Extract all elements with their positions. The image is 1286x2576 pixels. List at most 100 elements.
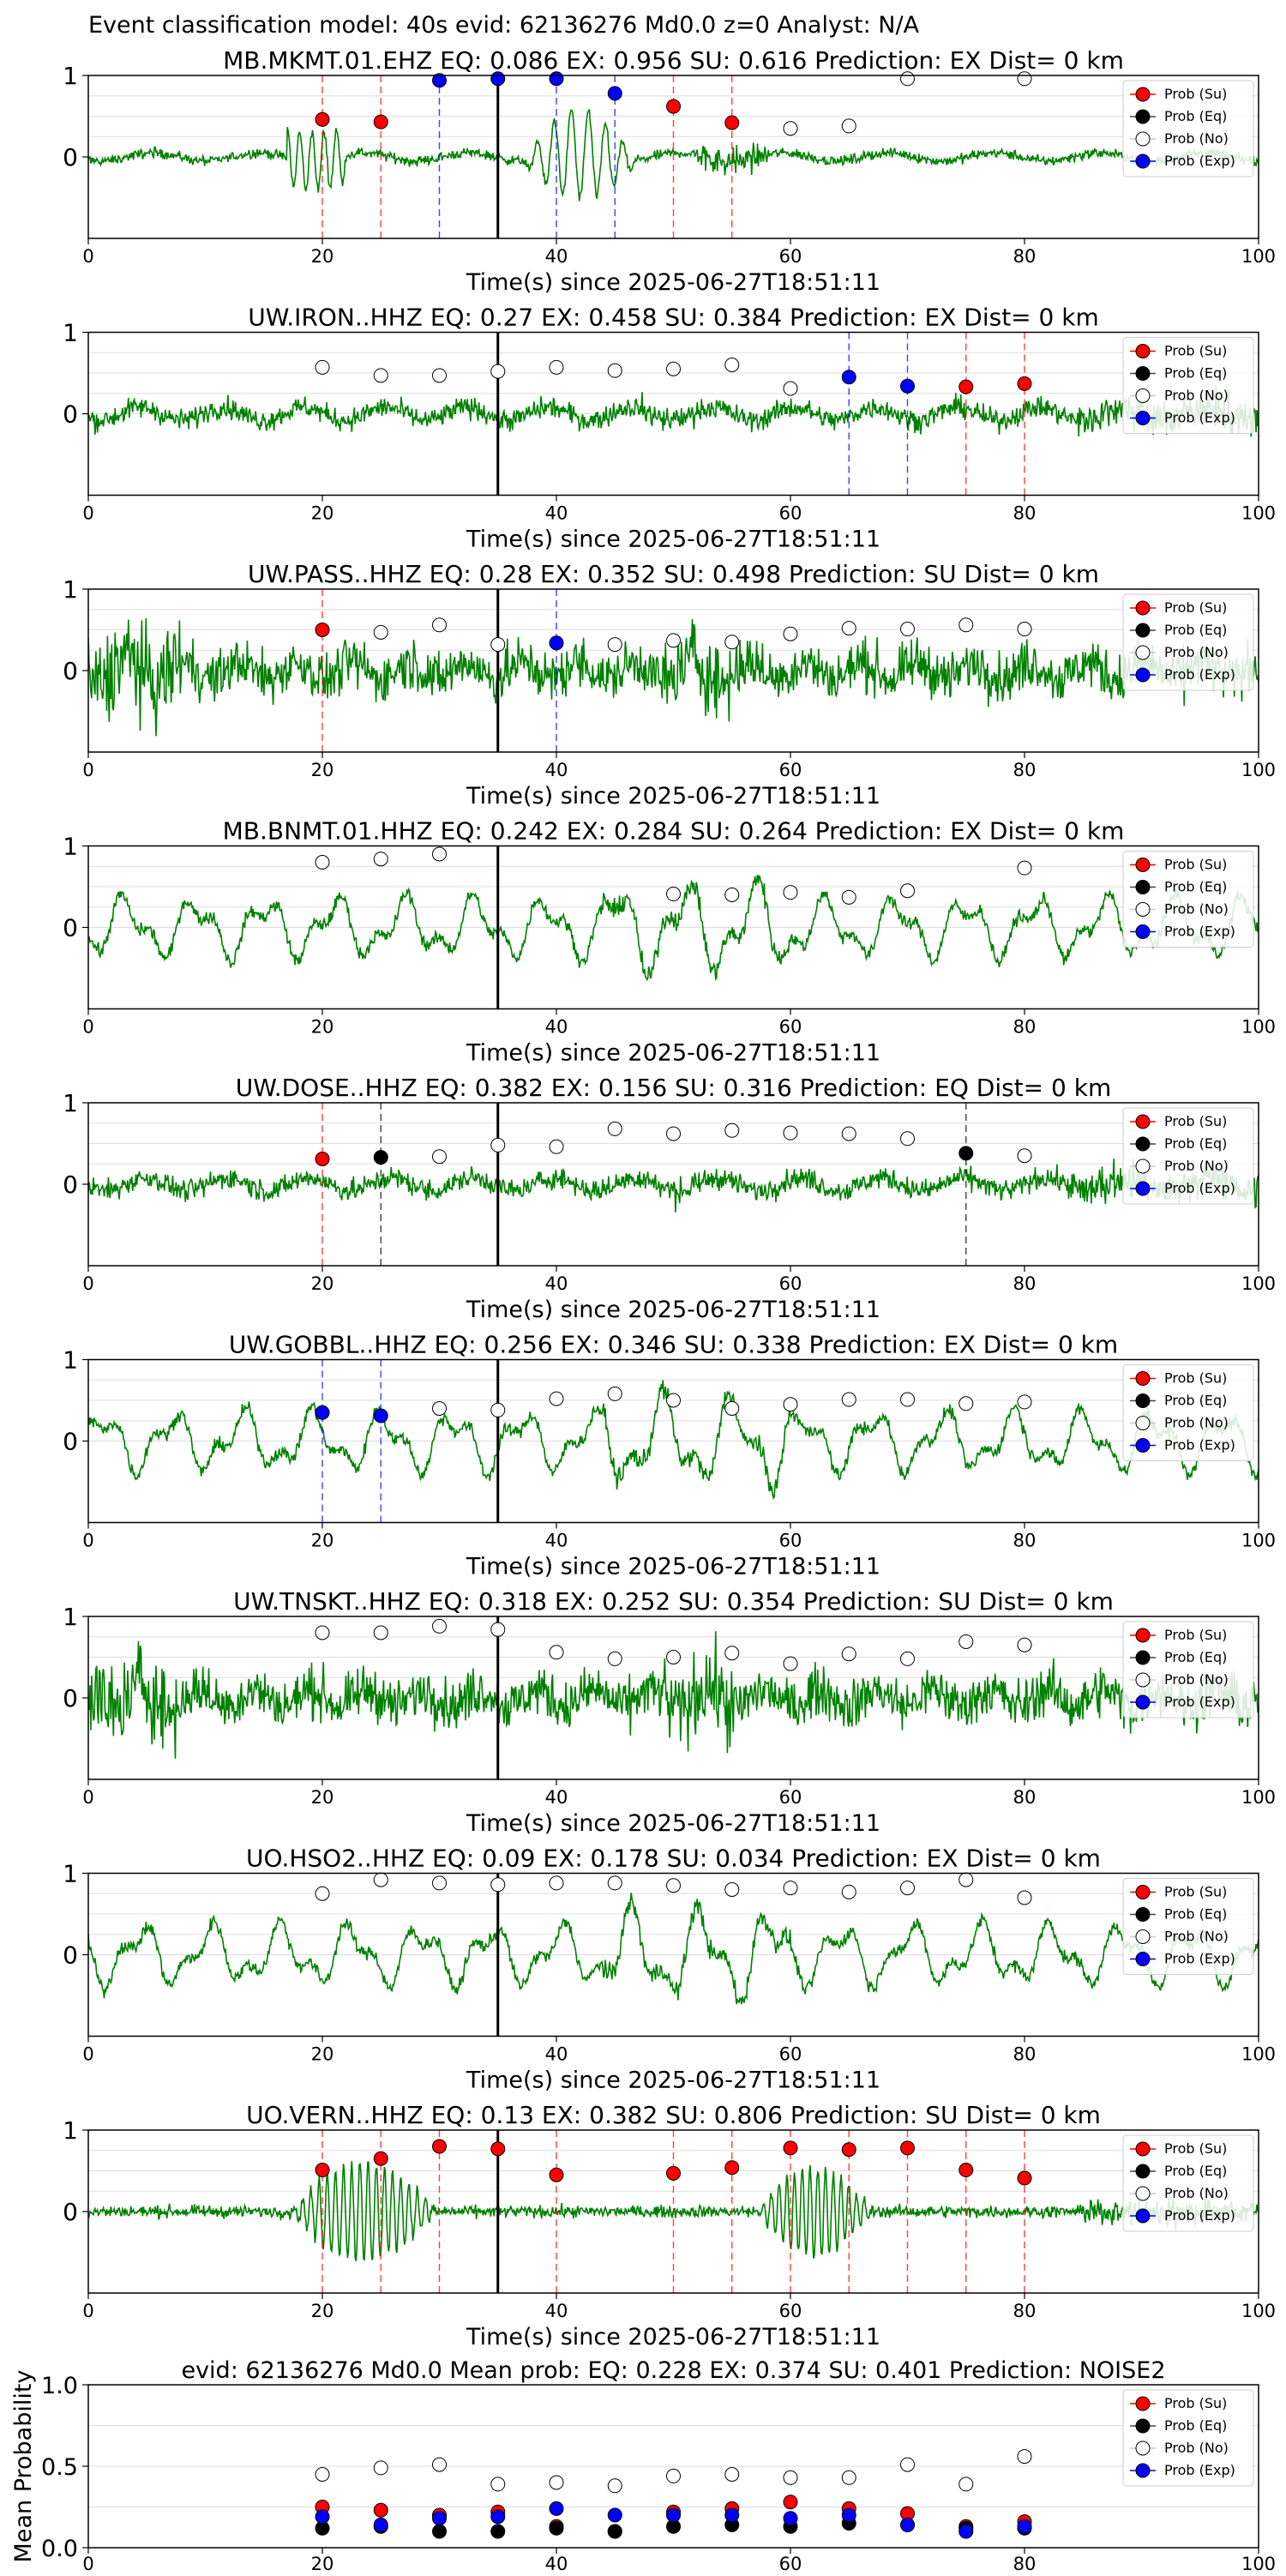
prob-marker-no [724,358,740,372]
mean-prob-marker-no [724,2467,740,2482]
y-tick-label: 0 [63,1171,78,1199]
x-axis-label: Time(s) since 2025-06-27T18:51:11 [466,1554,880,1580]
x-tick-label: 60 [779,2301,802,2321]
x-tick-label: 100 [1241,760,1276,780]
mean-prob-marker-no [373,2460,388,2476]
x-tick-label: 0 [82,246,93,267]
prob-marker-no [549,1391,564,1406]
subplot-3: UW.PASS..HHZ EQ: 0.28 EX: 0.352 SU: 0.49… [63,560,1276,810]
prob-marker-no [607,1875,622,1891]
prob-marker-no [958,617,974,633]
x-tick-label: 80 [1013,2301,1037,2321]
prob-marker-no [549,1875,564,1891]
legend-label-eq: Prob (Eq) [1164,1906,1227,1923]
legend-label-eq: Prob (Eq) [1164,2163,1227,2179]
prob-marker-no [607,1386,622,1401]
legend-label-exp: Prob (Exp) [1164,1694,1235,1710]
y-tick-label: 0 [63,1941,78,1970]
x-axis-label: Time(s) since 2025-06-27T18:51:11 [466,269,880,296]
x-tick-label: 60 [779,503,802,524]
prob-marker-no [841,889,856,905]
legend-box [1122,80,1254,178]
prob-marker-no [900,883,915,899]
mean-prob-marker-exp [783,2511,798,2526]
prob-marker-no [900,1881,915,1896]
x-tick-label: 60 [779,1787,802,1808]
x-tick-label: 60 [779,760,802,780]
subplot-6: UW.GOBBL..HHZ EQ: 0.256 EX: 0.346 SU: 0.… [63,1331,1276,1580]
x-tick-label: 0 [82,2044,93,2065]
legend-box [1122,1878,1254,1975]
legend-marker-no [1135,1672,1151,1688]
legend-marker-no [1135,1929,1151,1944]
waveform-trace [88,1159,1259,1213]
legend-marker-exp [1135,667,1151,683]
legend-marker-su [1135,344,1151,358]
legend-label-su: Prob (Su) [1164,1370,1227,1387]
prob-marker-no [724,635,740,650]
prob-marker-su [666,2165,681,2181]
prob-marker-no [724,1882,740,1897]
prob-marker-no [432,1149,447,1165]
prob-marker-no [1017,860,1032,876]
legend-marker-eq [1135,1650,1151,1665]
prob-marker-no [783,626,798,641]
mean-prob-marker-exp [900,2517,915,2532]
mean-prob-marker-exp [607,2507,622,2523]
waveform-trace [88,617,1259,737]
legend-marker-su [1135,1371,1151,1386]
legend-label-su: Prob (Su) [1164,599,1227,616]
prob-marker-no [315,1625,330,1640]
prob-marker-no [315,855,330,870]
x-tick-label: 80 [1013,1787,1037,1808]
prob-marker-no [900,622,915,637]
x-axis-label: Time(s) since 2025-06-27T18:51:11 [466,1297,880,1323]
legend-label-no: Prob (No) [1164,2185,1229,2201]
legend-label-eq: Prob (Eq) [1164,108,1227,124]
prob-marker-no [666,1878,681,1893]
legend-label-eq: Prob (Eq) [1164,1135,1227,1152]
legend-label-exp: Prob (Exp) [1164,1180,1235,1196]
legend-label-no: Prob (No) [1164,1158,1229,1174]
prob-marker-no [841,1884,856,1899]
legend-marker-no [1135,2186,1151,2201]
prob-marker-su [958,2163,974,2178]
legend-marker-eq [1135,1907,1151,1922]
prob-marker-exp [549,635,564,651]
prob-marker-no [783,1125,798,1141]
legend-marker-exp [1135,411,1151,425]
x-tick-label: 40 [545,2554,568,2573]
x-tick-label: 20 [311,2301,334,2321]
waveform-trace [88,1380,1259,1500]
legend-label-su: Prob (Su) [1164,1884,1227,1900]
y-tick-label: 0 [63,914,78,942]
prob-marker-su [432,2139,447,2154]
prob-marker-no [373,368,388,383]
legend-marker-no [1135,388,1151,403]
x-tick-label: 60 [779,2554,802,2573]
subplot-title: UW.IRON..HHZ EQ: 0.27 EX: 0.458 SU: 0.38… [248,304,1098,332]
prob-marker-no [549,1645,564,1660]
legend-label-su: Prob (Su) [1164,1113,1227,1129]
prob-marker-no [315,359,330,375]
x-tick-label: 20 [311,1273,334,1294]
x-tick-label: 80 [1013,2554,1037,2573]
mean-prob-marker-eq [607,2524,622,2539]
legend-label-su: Prob (Su) [1164,86,1227,102]
prob-marker-no [432,1618,447,1634]
legend-label-exp: Prob (Exp) [1164,1437,1235,1454]
prob-marker-su [373,114,388,129]
x-tick-label: 60 [779,1531,802,1551]
subplot-title: UW.DOSE..HHZ EQ: 0.382 EX: 0.156 SU: 0.3… [236,1074,1112,1102]
prob-marker-no [432,1401,447,1416]
legend: Prob (Su) Prob (Eq) Prob (No) Prob (Exp) [1122,593,1254,691]
prob-marker-eq [373,1150,388,1165]
x-tick-label: 20 [311,760,334,780]
prob-marker-no [958,1634,974,1649]
prob-marker-no [958,1872,974,1887]
mean-prob-marker-no [1017,2449,1032,2465]
subplot-title: UW.GOBBL..HHZ EQ: 0.256 EX: 0.346 SU: 0.… [229,1331,1118,1359]
legend-box [1122,1364,1254,1461]
prob-marker-no [373,1872,388,1887]
